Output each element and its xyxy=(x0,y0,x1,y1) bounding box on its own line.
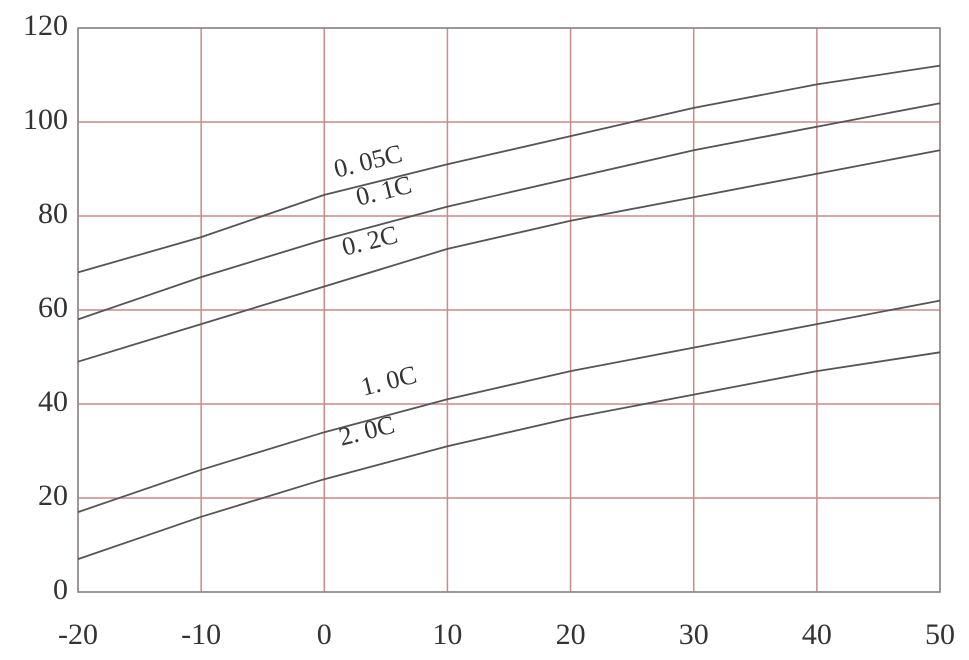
curve-label: 0. 2C xyxy=(339,220,401,262)
y-tick-label: 80 xyxy=(38,197,68,230)
curve xyxy=(77,64,941,274)
y-tick-label: 0 xyxy=(53,573,68,606)
curve xyxy=(77,299,941,513)
x-tick-label: -20 xyxy=(58,618,98,651)
x-tick-label: 30 xyxy=(679,618,709,651)
y-tick-label: 60 xyxy=(38,291,68,324)
curve-label: 1. 0C xyxy=(358,360,420,402)
y-tick-label: 20 xyxy=(38,479,68,512)
y-tick-label: 40 xyxy=(38,385,68,418)
y-tick-label: 100 xyxy=(23,103,68,136)
x-tick-label: 0 xyxy=(317,618,332,651)
curve-label: 2. 0C xyxy=(336,410,398,452)
x-tick-label: 10 xyxy=(432,618,462,651)
curve xyxy=(77,351,941,560)
plot-frame xyxy=(77,27,941,593)
x-tick-label: 40 xyxy=(802,618,832,651)
x-tick-label: 20 xyxy=(556,618,586,651)
x-tick-label: 50 xyxy=(925,618,955,651)
curve xyxy=(77,102,941,321)
curve xyxy=(77,149,941,363)
y-tick-label: 120 xyxy=(23,9,68,42)
x-tick-label: -10 xyxy=(181,618,221,651)
